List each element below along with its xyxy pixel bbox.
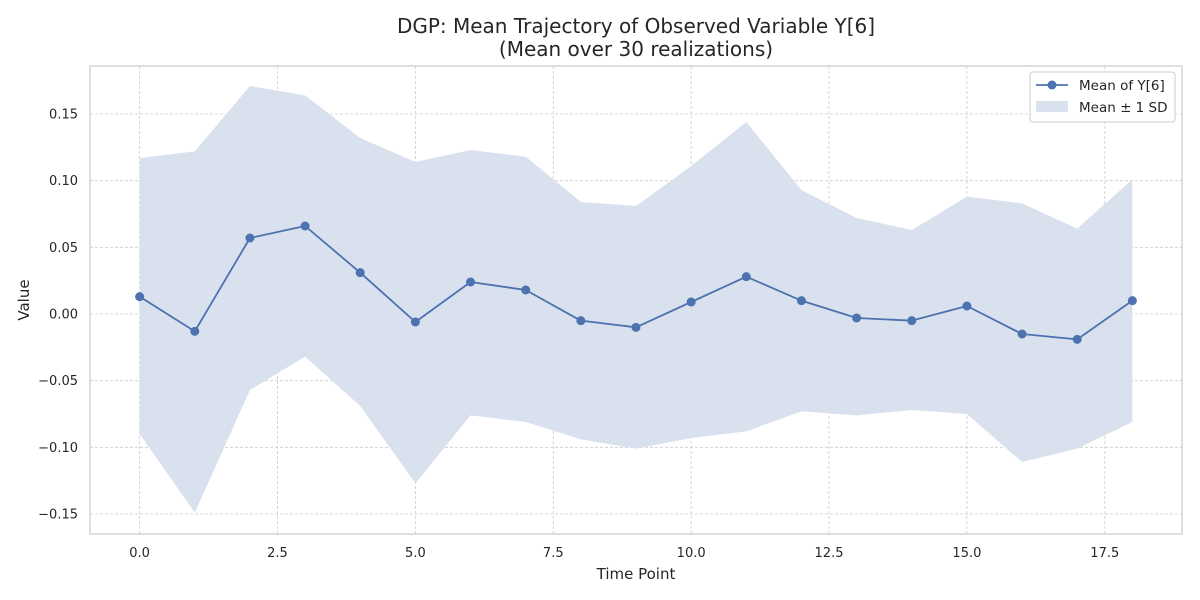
y-tick-label: 0.10	[49, 174, 78, 189]
y-tick-label: −0.05	[38, 374, 78, 389]
x-tick-label: 10.0	[677, 546, 706, 561]
mean-point	[576, 316, 586, 326]
mean-point	[245, 233, 255, 243]
mean-point	[355, 268, 365, 278]
mean-point	[796, 296, 806, 306]
y-tick-labels: −0.15 −0.10 −0.05 0.00 0.05 0.10 0.15	[38, 108, 78, 523]
legend: Mean of Y[6] Mean ± 1 SD	[1029, 71, 1176, 123]
x-tick-labels: 0.0 2.5 5.0 7.5 10.0 12.5 15.0 17.5	[129, 546, 1119, 561]
mean-point	[1017, 329, 1027, 339]
sd-band	[139, 86, 1133, 513]
mean-point	[962, 301, 972, 311]
mean-point	[631, 322, 641, 332]
mean-point	[686, 297, 696, 307]
y-tick-label: 0.00	[49, 308, 78, 323]
y-axis-label: Value	[15, 279, 33, 320]
mean-point	[852, 313, 862, 323]
legend-label-sd: Mean ± 1 SD	[1079, 100, 1168, 116]
chart-subtitle: (Mean over 30 realizations)	[499, 37, 773, 61]
x-tick-label: 0.0	[129, 546, 150, 561]
mean-point	[135, 292, 145, 302]
legend-band-swatch	[1036, 101, 1068, 112]
mean-point	[466, 277, 476, 287]
y-tick-label: 0.05	[49, 241, 78, 256]
x-tick-label: 5.0	[405, 546, 426, 561]
x-axis-label: Time Point	[596, 565, 676, 583]
mean-point	[741, 272, 751, 282]
mean-line-layer	[135, 221, 1137, 344]
legend-label-mean: Mean of Y[6]	[1079, 78, 1165, 94]
y-tick-label: −0.15	[38, 508, 78, 523]
mean-point	[300, 221, 310, 231]
mean-point	[410, 317, 420, 327]
mean-point	[190, 326, 200, 336]
x-tick-label: 7.5	[543, 546, 564, 561]
y-tick-label: 0.15	[49, 108, 78, 123]
y-tick-label: −0.10	[38, 441, 78, 456]
mean-point	[521, 285, 531, 295]
x-tick-label: 2.5	[267, 546, 288, 561]
x-tick-label: 15.0	[952, 546, 981, 561]
mean-point	[1127, 296, 1137, 306]
x-tick-label: 12.5	[815, 546, 844, 561]
legend-marker-swatch	[1047, 80, 1057, 90]
chart-title: DGP: Mean Trajectory of Observed Variabl…	[397, 14, 875, 38]
x-tick-label: 17.5	[1090, 546, 1119, 561]
sd-band-layer	[139, 86, 1133, 513]
mean-point	[1072, 334, 1082, 344]
mean-point	[907, 316, 917, 326]
